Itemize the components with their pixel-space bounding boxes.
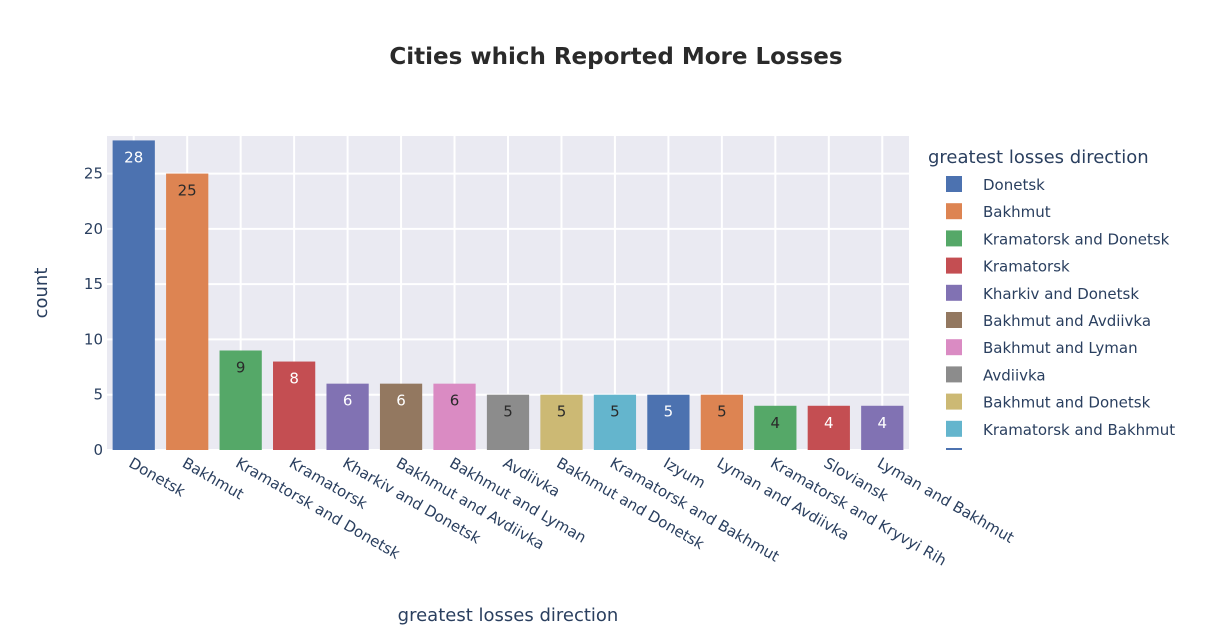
bar-avdiivka: [486, 394, 530, 450]
legend-swatch: [946, 393, 962, 410]
legend-item[interactable]: Bakhmut and Lyman: [946, 339, 1138, 357]
bar-kramatorsk-and-kryvyi-rih: [754, 405, 797, 450]
bar-value-label: 9: [236, 358, 246, 376]
bar-value-label: 5: [503, 403, 513, 421]
bar-bakhmut-and-lyman: [433, 383, 476, 450]
legend-item[interactable]: Avdiivka: [946, 366, 1046, 384]
bar-kharkiv-and-donetsk: [326, 383, 369, 450]
legend-swatch-clipped: [946, 448, 962, 450]
bar-value-label: 6: [343, 392, 353, 410]
legend-swatch: [946, 203, 962, 220]
bar-value-label: 5: [664, 403, 674, 421]
bar-kramatorsk: [273, 361, 316, 450]
bar-izyum: [647, 394, 690, 450]
bar-kramatorsk-and-donetsk: [219, 350, 262, 450]
legend-swatch: [946, 339, 962, 356]
y-tick-label: 25: [84, 165, 103, 183]
legend-label: Kramatorsk and Donetsk: [983, 230, 1170, 248]
legend-label: Kramatorsk and Bakhmut: [983, 421, 1175, 439]
bar-lyman-and-avdiivka: [700, 394, 743, 450]
legend-swatch: [946, 230, 962, 247]
legend-swatch: [946, 257, 962, 274]
chart-title: Cities which Reported More Losses: [389, 44, 842, 70]
bar-value-label: 28: [124, 148, 143, 166]
legend-swatch: [946, 284, 962, 301]
legend-swatch: [946, 176, 962, 192]
legend-item[interactable]: Kramatorsk: [946, 257, 1070, 276]
y-tick-label: 10: [84, 330, 103, 348]
legend-label: Donetsk: [983, 176, 1045, 194]
legend-item[interactable]: Bakhmut: [946, 203, 1051, 221]
legend-item[interactable]: Bakhmut and Avdiivka: [946, 312, 1151, 330]
y-axis-title: count: [31, 268, 52, 319]
bar-value-label: 5: [717, 403, 727, 421]
legend-item[interactable]: Kramatorsk and Donetsk: [946, 230, 1170, 248]
y-axis-ticks: 0 5 10 15 20 25: [84, 165, 103, 459]
legend-item[interactable]: Bakhmut and Donetsk: [946, 393, 1151, 412]
y-tick-label: 0: [93, 441, 103, 459]
bar-bakhmut: [166, 173, 209, 450]
legend-label: Kramatorsk: [983, 258, 1070, 276]
bar-value-label: 8: [289, 370, 299, 388]
bar-value-label: 5: [557, 403, 567, 421]
legend-label: Avdiivka: [983, 366, 1046, 384]
legend-item[interactable]: Kharkiv and Donetsk: [946, 284, 1139, 303]
bar-value-label: 4: [877, 414, 887, 432]
y-tick-label: 15: [84, 275, 103, 293]
legend-label: Bakhmut and Avdiivka: [983, 312, 1151, 330]
bar-kramatorsk-and-bakhmut: [593, 394, 637, 450]
legend-swatch: [946, 312, 962, 328]
legend-label: Bakhmut and Lyman: [983, 339, 1138, 357]
legend-swatch: [946, 420, 962, 437]
bar-lyman-and-bakhmut: [861, 405, 904, 450]
bar-bakhmut-and-donetsk: [540, 394, 583, 450]
bars: [112, 140, 904, 450]
legend-swatch: [946, 366, 962, 383]
legend-title: greatest losses direction: [928, 147, 1149, 168]
bar-value-label: 4: [771, 414, 781, 432]
bar-value-labels: 28 25 9 8 6 6 6 5 5 5 5 5 4 4 4: [124, 148, 887, 431]
bar-value-label: 6: [450, 392, 460, 410]
x-axis-title: greatest losses direction: [398, 605, 619, 626]
legend-item[interactable]: Donetsk: [946, 176, 1045, 194]
y-tick-label: 20: [84, 220, 103, 238]
bar-value-label: 4: [824, 414, 834, 432]
legend-label: Bakhmut: [983, 203, 1051, 221]
legend-item[interactable]: Kramatorsk and Bakhmut: [946, 420, 1175, 439]
bar-donetsk: [112, 140, 155, 450]
x-tick-label: Donetsk: [126, 454, 189, 501]
legend-label: Kharkiv and Donetsk: [983, 285, 1139, 303]
bar-value-label: 5: [610, 403, 620, 421]
bar-bakhmut-and-avdiivka: [379, 383, 423, 450]
bar-value-label: 25: [178, 182, 197, 200]
legend-label: Bakhmut and Donetsk: [983, 394, 1151, 412]
y-tick-label: 5: [93, 386, 103, 404]
bar-sloviansk: [807, 405, 850, 450]
legend: greatest losses direction Donetsk Bakhmut…: [928, 147, 1175, 450]
bar-value-label: 6: [396, 392, 406, 410]
